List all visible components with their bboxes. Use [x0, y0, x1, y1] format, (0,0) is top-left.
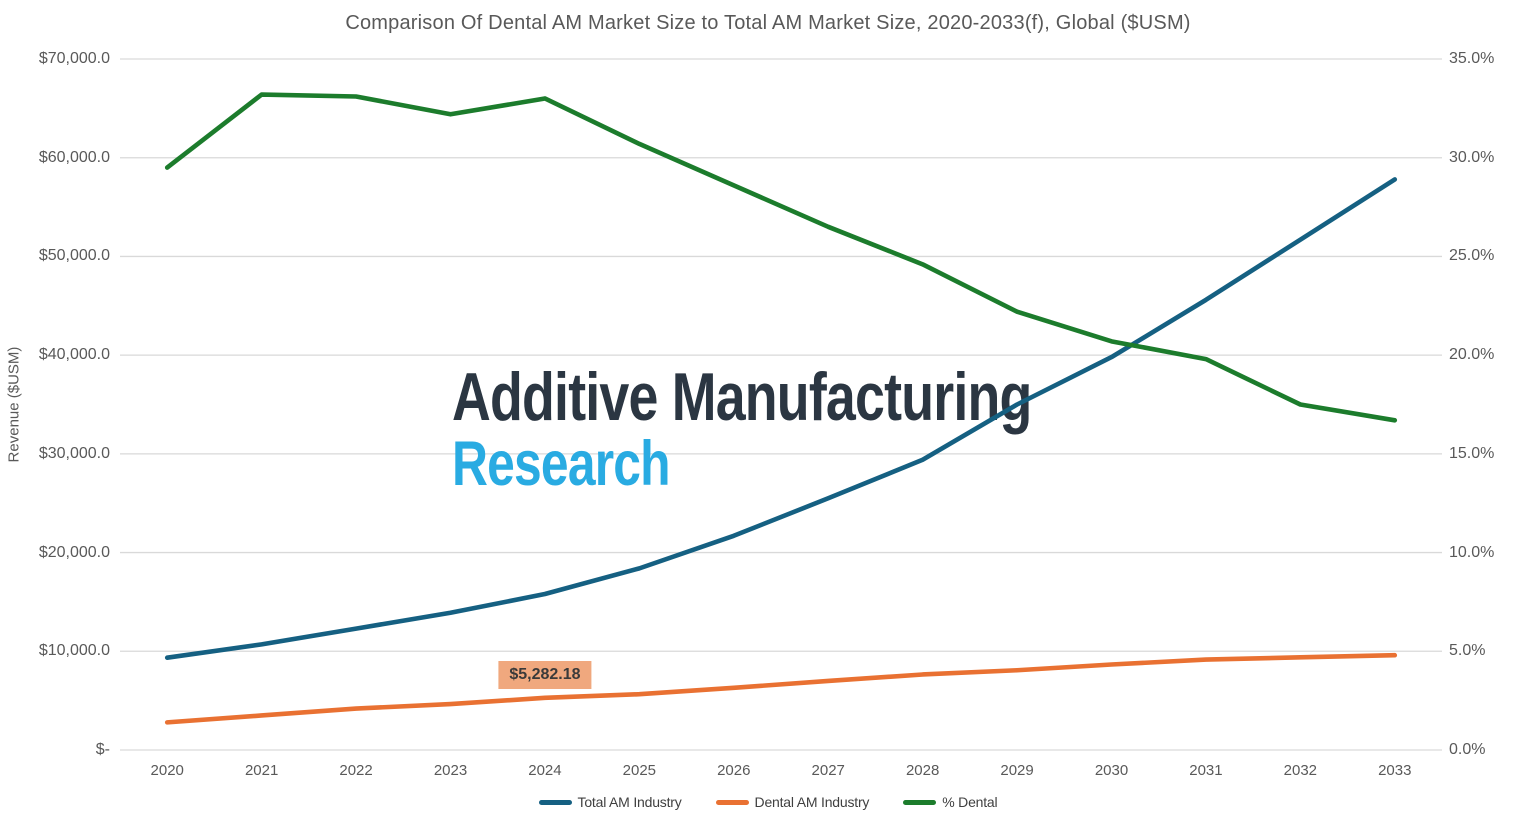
- legend-label: Total AM Industry: [577, 794, 682, 810]
- x-axis-tick-label: 2033: [1378, 762, 1412, 779]
- series-line-dental-am-industry: [164, 652, 1398, 725]
- right-axis-tick-label: 20.0%: [1449, 346, 1495, 364]
- right-axis-tick-label: 25.0%: [1449, 247, 1495, 265]
- series-line--dental: [164, 92, 1398, 423]
- right-axis-tick-label: 15.0%: [1449, 444, 1495, 462]
- left-axis-tick-label: $30,000.0: [38, 444, 110, 462]
- left-axis-tick-label: $60,000.0: [38, 148, 110, 166]
- x-axis-tick-label: 2026: [717, 762, 751, 779]
- left-axis-tick-label: $40,000.0: [38, 346, 110, 364]
- x-axis-tick-label: 2028: [905, 762, 940, 779]
- left-axis-tick-label: $20,000.0: [38, 543, 110, 561]
- right-axis-tick-label: 35.0%: [1449, 50, 1495, 67]
- legend-swatch: [903, 799, 937, 805]
- legend-item: % Dental: [903, 794, 998, 810]
- right-axis-tick-label: 30.0%: [1449, 148, 1495, 166]
- x-axis-tick-label: 2023: [433, 762, 468, 779]
- right-axis-tick-label: 0.0%: [1449, 741, 1486, 758]
- chart-title: Comparison Of Dental AM Market Size to T…: [345, 12, 1191, 34]
- x-axis-tick-label: 2032: [1283, 762, 1318, 779]
- x-axis-tick-label: 2027: [811, 762, 845, 779]
- right-axis-tick-label: 10.0%: [1449, 543, 1495, 561]
- legend-swatch: [538, 799, 572, 805]
- x-axis-tick-label: 2025: [622, 762, 657, 779]
- x-axis-tick-label: 2024: [528, 762, 562, 779]
- x-axis-tick-label: 2022: [339, 762, 373, 779]
- data-label: $5,282.18: [498, 660, 592, 689]
- legend-label: Dental AM Industry: [754, 794, 870, 810]
- legend-item: Dental AM Industry: [715, 794, 870, 810]
- left-axis-tick-label: $50,000.0: [38, 247, 110, 265]
- x-axis-tick-label: 2031: [1189, 762, 1223, 779]
- right-axis-tick-label: 5.0%: [1449, 642, 1486, 660]
- legend: Total AM Industry Dental AM Industry % Den…: [0, 794, 1536, 810]
- left-axis-tick-label: $70,000.0: [38, 50, 110, 67]
- legend-swatch: [715, 799, 749, 805]
- x-axis-tick-label: 2030: [1094, 762, 1129, 779]
- left-axis-tick-label: $10,000.0: [38, 642, 110, 660]
- x-axis-tick-label: 2021: [244, 762, 279, 779]
- x-axis-tick-label: 2029: [1000, 762, 1034, 779]
- series-line-total-am-industry: [164, 177, 1398, 661]
- left-axis-title: Revenue ($USM): [5, 346, 23, 463]
- legend-item: Total AM Industry: [538, 794, 682, 810]
- left-axis-tick-label: $-: [95, 741, 110, 758]
- legend-label: % Dental: [942, 794, 998, 810]
- x-axis-tick-label: 2020: [150, 762, 184, 779]
